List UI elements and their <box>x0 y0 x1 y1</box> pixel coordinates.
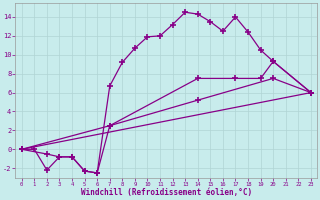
X-axis label: Windchill (Refroidissement éolien,°C): Windchill (Refroidissement éolien,°C) <box>81 188 252 197</box>
